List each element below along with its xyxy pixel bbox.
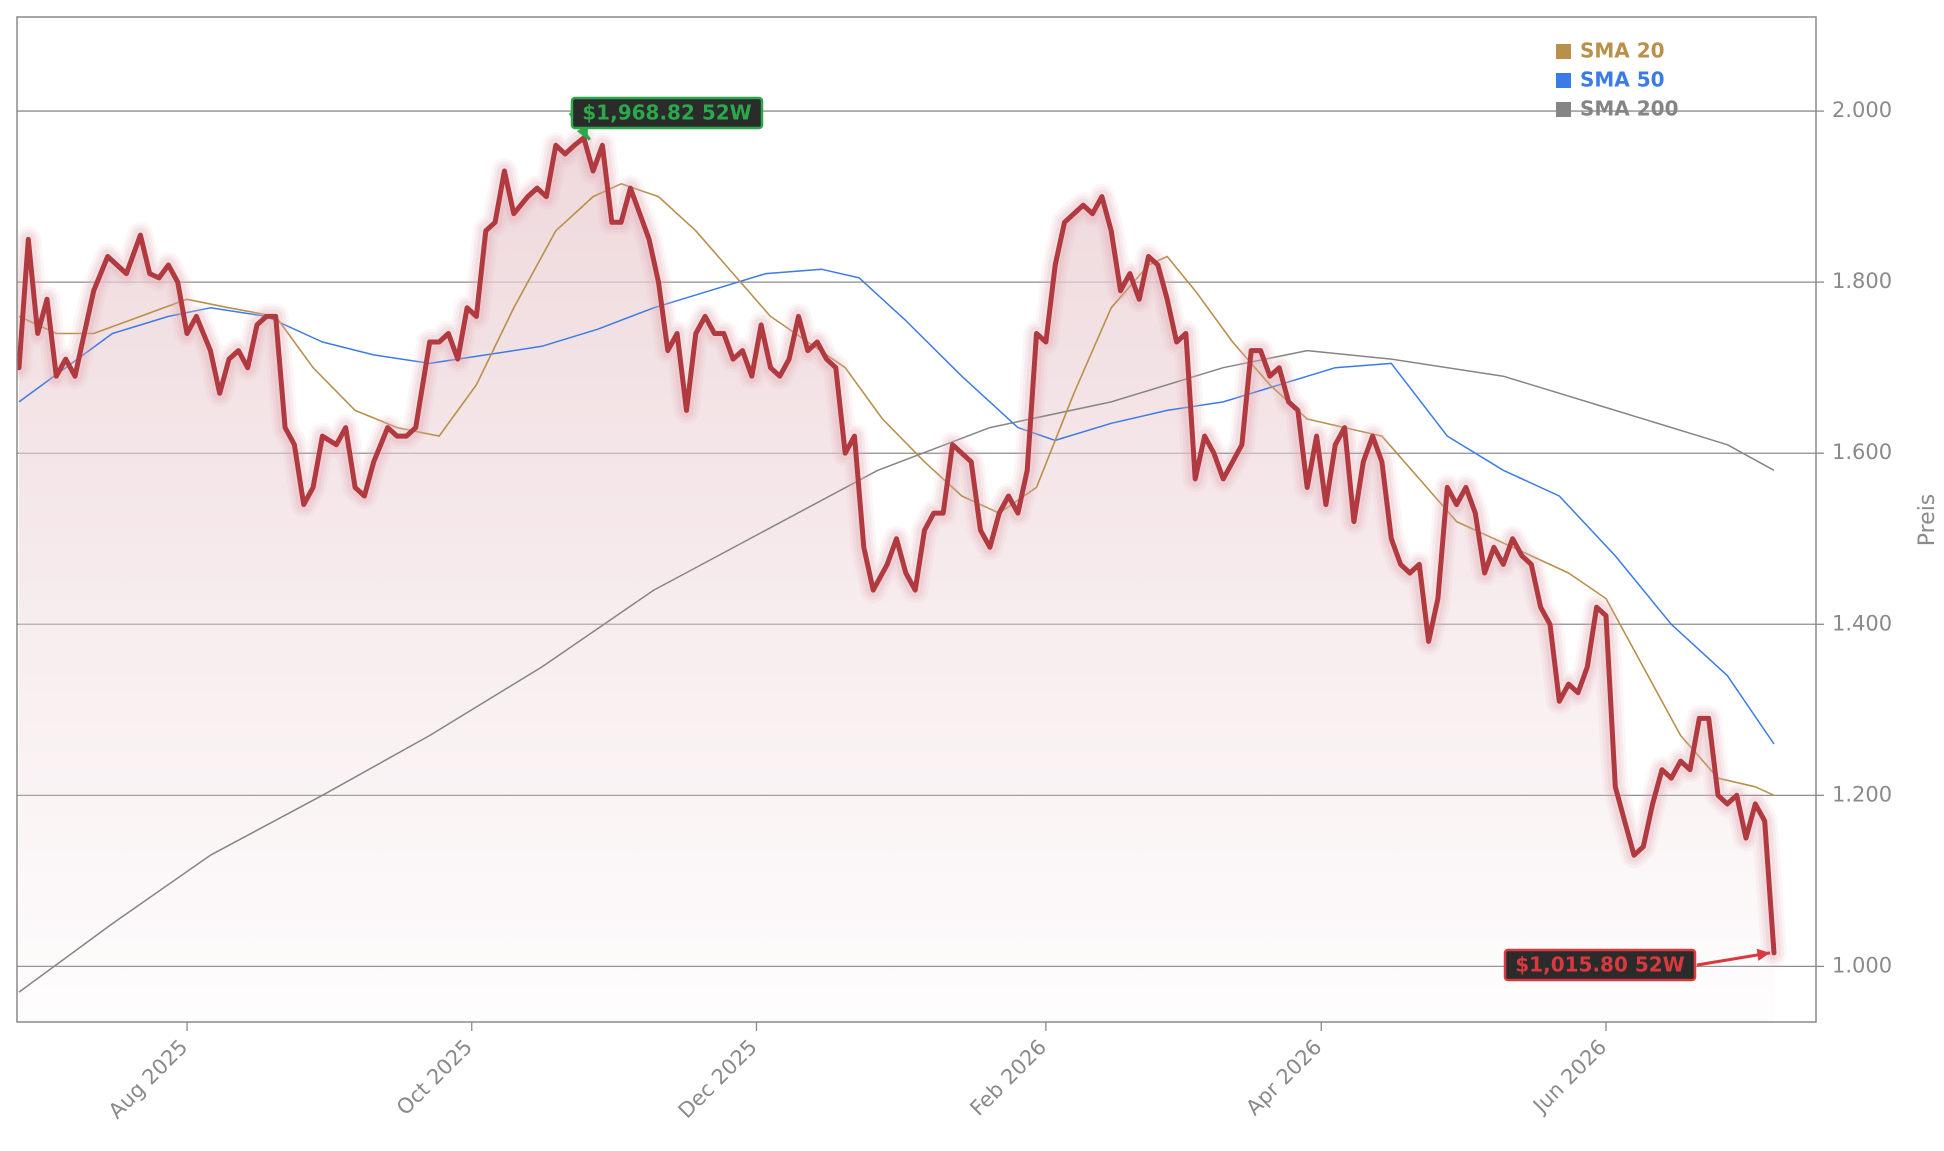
area-fill (19, 137, 1774, 1022)
x-axis: Aug 2025 Oct 2025 Dec 2025 Feb 2026 Apr 2026… (104, 1022, 1611, 1123)
sma50-line (18, 268, 1775, 745)
x-tick-label: Dec 2025 (674, 1035, 762, 1123)
sma-lines (18, 183, 1775, 993)
price-line (17, 135, 1777, 956)
x-tick-label: Jun 2026 (1527, 1035, 1611, 1119)
high-52w-label: $1,968.82 52W (582, 101, 751, 125)
y-tick-label: 1.400 (1832, 611, 1892, 635)
annotations: $1,968.82 52W $1,015.80 52W (568, 96, 1771, 982)
legend-label: SMA 20 (1580, 39, 1665, 63)
annotation-arrowhead (1756, 948, 1770, 961)
y-tick-label: 1.600 (1832, 440, 1892, 464)
sma20-line (18, 183, 1775, 797)
legend-swatch (1556, 73, 1571, 88)
legend-label: SMA 200 (1580, 97, 1679, 121)
legend-swatch (1556, 102, 1571, 117)
annotation-arrowhead (576, 125, 588, 140)
legend-label: SMA 50 (1580, 68, 1665, 92)
y-axis: 1.000 1.200 1.400 1.600 1.800 2.000 (1816, 98, 1892, 977)
low-52w-label: $1,015.80 52W (1515, 953, 1684, 977)
annotation-box (570, 96, 764, 130)
x-tick-label: Apr 2026 (1241, 1035, 1326, 1120)
y-tick-label: 2.000 (1832, 98, 1892, 122)
x-tick-label: Feb 2026 (965, 1035, 1051, 1121)
sma200-line (18, 349, 1775, 993)
annotation-box (1503, 948, 1697, 982)
price-area-fill (19, 137, 1774, 1022)
x-tick-label: Oct 2025 (392, 1035, 477, 1120)
plot-frame (16, 16, 1817, 1023)
legend-swatch (1556, 44, 1571, 59)
y-tick-label: 1.200 (1832, 782, 1892, 806)
y-tick-label: 1.800 (1832, 269, 1892, 293)
x-tick-label: Aug 2025 (104, 1035, 192, 1123)
legend: SMA 20 SMA 50 SMA 200 (1556, 39, 1679, 121)
y-tick-label: 1.000 (1832, 953, 1892, 977)
y-axis-title: Preis (1915, 494, 1940, 547)
price-series (17, 124, 1787, 966)
